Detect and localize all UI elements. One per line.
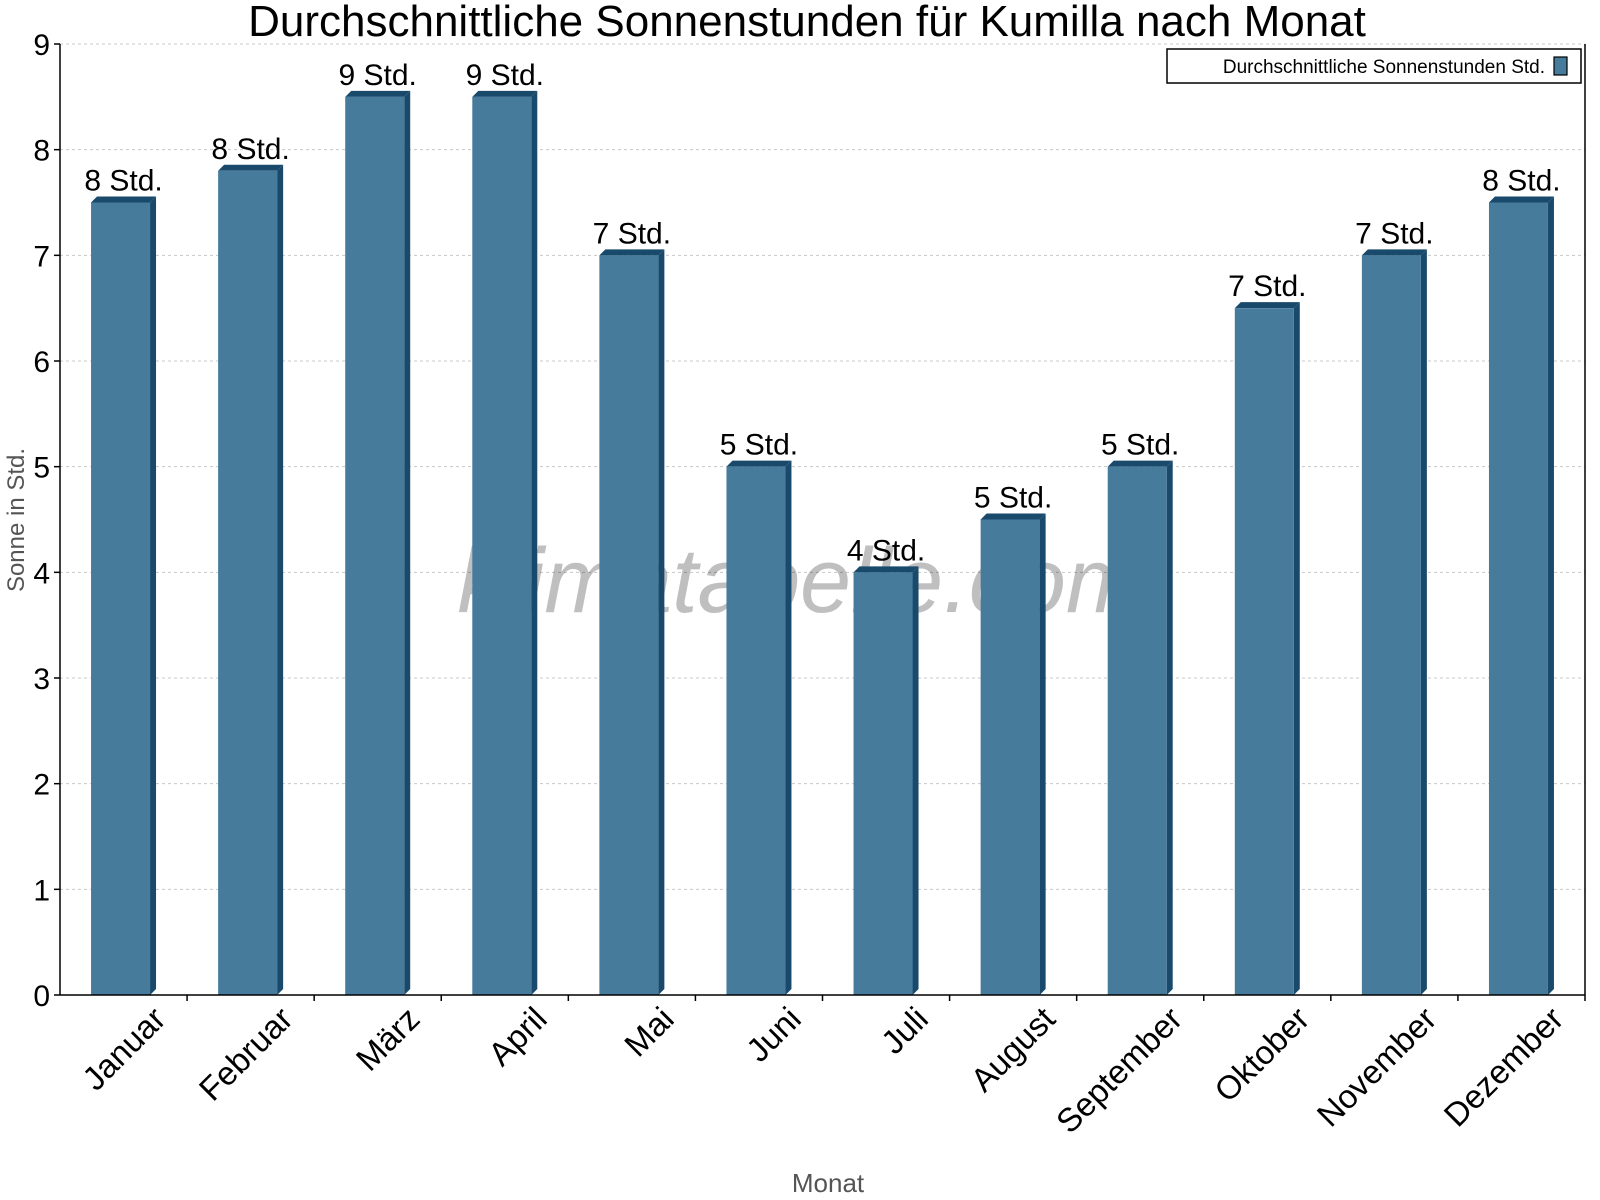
bar [1488, 202, 1548, 995]
y-tick-label: 0 [33, 980, 50, 1013]
bar [472, 96, 532, 996]
bar-januar [91, 196, 157, 995]
bar [853, 572, 913, 995]
bar-top [218, 164, 284, 171]
y-tick-label: 6 [33, 346, 50, 379]
bar-top [853, 566, 919, 573]
data-label: 5 Std. [720, 429, 798, 462]
bar-top [472, 90, 538, 97]
bar-side [1547, 196, 1554, 995]
data-label: 7 Std. [1355, 217, 1433, 250]
bar-juli [853, 566, 919, 995]
y-tick-label: 4 [33, 557, 50, 590]
y-tick-label: 7 [33, 240, 50, 273]
y-tick-label: 9 [33, 29, 50, 62]
bar-april [472, 90, 538, 996]
bar-august [980, 513, 1046, 995]
bar-top [980, 513, 1046, 520]
data-label: 8 Std. [211, 133, 289, 166]
y-tick-label: 5 [33, 452, 50, 485]
data-label: 5 Std. [1101, 429, 1179, 462]
x-tick-label: Oktober [1207, 1000, 1316, 1109]
bar-top [1488, 196, 1554, 203]
bar [599, 255, 659, 996]
bar [1234, 308, 1294, 996]
bar-side [658, 249, 665, 996]
bar-side [912, 566, 919, 995]
bar-top [726, 460, 792, 467]
x-tick-label: Januar [75, 1000, 173, 1098]
bar [726, 466, 786, 996]
bar-februar [218, 164, 284, 996]
legend: Durchschnittliche Sonnenstunden Std. [1166, 48, 1582, 84]
data-label: 9 Std. [466, 59, 544, 92]
data-label: 5 Std. [974, 482, 1052, 515]
bar-top [1234, 302, 1300, 309]
chart-title: Durchschnittliche Sonnenstunden für Kumi… [248, 0, 1366, 46]
x-tick-label: Juli [874, 1000, 935, 1061]
bars: 8 Std. 8 Std. 9 Std. 9 Std. 7 Std. 5 Std. 4 St… [84, 59, 1561, 996]
y-tick-label: 8 [33, 135, 50, 168]
bar-side [1166, 460, 1173, 996]
bar-mai [599, 249, 665, 996]
legend-box [1166, 48, 1582, 84]
bar-top [599, 249, 665, 256]
data-label: 8 Std. [1482, 165, 1560, 198]
x-axis-label: Monat [792, 1168, 865, 1198]
bar-september [1107, 460, 1173, 996]
legend-swatch [1553, 56, 1568, 76]
x-tick-label: Februar [192, 1000, 300, 1108]
bar [345, 96, 405, 996]
bar [1107, 466, 1167, 996]
y-tick-label: 1 [33, 874, 50, 907]
bar-juni [726, 460, 792, 996]
bar-side [1039, 513, 1046, 995]
x-tick-label: November [1310, 1000, 1444, 1134]
data-label: 9 Std. [339, 59, 417, 92]
data-label: 7 Std. [593, 217, 671, 250]
bar-top [1361, 249, 1427, 256]
data-label: 4 Std. [847, 534, 925, 567]
x-tick-label: Mai [617, 1000, 681, 1064]
y-tick-label: 3 [33, 663, 50, 696]
bar-side [404, 90, 411, 996]
bar-side [150, 196, 157, 995]
bar-oktober [1234, 302, 1300, 996]
data-label: 8 Std. [84, 165, 162, 198]
y-tick-label: 2 [33, 769, 50, 802]
bar-side [785, 460, 792, 996]
bar-top [1107, 460, 1173, 467]
x-tick-label: Dezember [1437, 1000, 1571, 1134]
gridlines [60, 43, 1585, 890]
bar [218, 170, 278, 996]
x-tick-label: September [1049, 1000, 1189, 1140]
x-tick-label: Juni [739, 1000, 808, 1069]
y-axis-label: Sonne in Std. [3, 448, 30, 592]
x-tick-label: August [963, 1000, 1062, 1099]
x-tick-label: März [349, 1000, 427, 1078]
bar-side [277, 164, 284, 996]
bar-top [345, 90, 411, 97]
bar [1361, 255, 1421, 996]
bar-side [1420, 249, 1427, 996]
data-label: 7 Std. [1228, 270, 1306, 303]
bar [91, 202, 151, 995]
x-tick-label: April [481, 1000, 554, 1073]
bar [980, 519, 1040, 995]
bar-märz [345, 90, 411, 996]
legend-label: Durchschnittliche Sonnenstunden Std. [1223, 57, 1545, 78]
bar-top [91, 196, 157, 203]
bar-side [1293, 302, 1300, 996]
bar-side [531, 90, 538, 996]
bar-dezember [1488, 196, 1554, 995]
bar-november [1361, 249, 1427, 996]
